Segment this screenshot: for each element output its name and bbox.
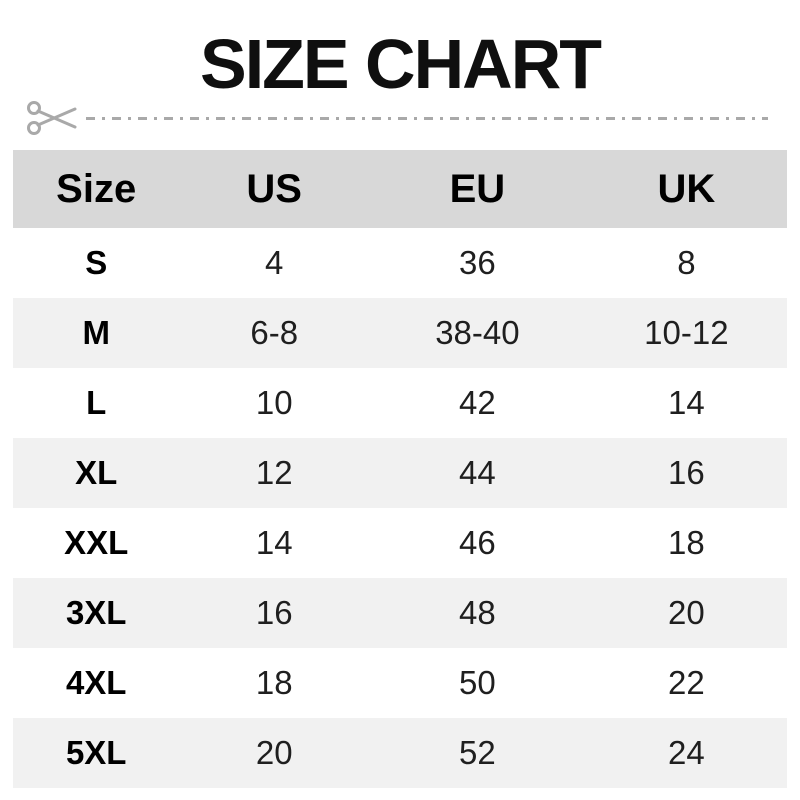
eu-cell: 42 [459,384,496,421]
size-chart-table: Size US EU UK S 4 36 8 M 6-8 38-40 10-12 L 10 42 14… [13,150,787,788]
eu-cell: 38-40 [435,314,520,351]
uk-cell: 24 [668,734,705,771]
size-cell: XL [75,454,118,491]
eu-cell: 46 [459,524,496,561]
uk-cell: 10-12 [644,314,729,351]
uk-cell: 22 [668,664,705,701]
table-row: 3XL 16 48 20 [13,578,787,648]
cut-line [0,100,800,136]
dashed-cut-line [86,116,768,120]
uk-cell: 14 [668,384,705,421]
size-cell: 5XL [65,734,127,771]
table-row: S 4 36 8 [13,228,787,298]
column-header-uk: UK [657,166,716,211]
table-body: S 4 36 8 M 6-8 38-40 10-12 L 10 42 14 XL 12 44 16 XXL 14 4… [13,228,787,788]
size-cell: 4XL [65,664,127,701]
table-row: XL 12 44 16 [13,438,787,508]
us-cell: 18 [255,664,293,701]
us-cell: 20 [255,734,293,771]
eu-cell: 44 [459,454,496,491]
size-cell: S [85,244,108,281]
size-cell: L [86,384,107,421]
us-cell: 6-8 [250,314,299,351]
uk-cell: 8 [677,244,696,281]
eu-cell: 52 [459,734,496,771]
column-header-us: US [246,166,302,211]
table-row: L 10 42 14 [13,368,787,438]
uk-cell: 20 [668,594,705,631]
table-row: M 6-8 38-40 10-12 [13,298,787,368]
us-cell: 16 [255,594,293,631]
eu-cell: 50 [459,664,496,701]
column-header-eu: EU [449,166,506,211]
table-row: 5XL 20 52 24 [13,718,787,788]
us-cell: 14 [255,524,293,561]
eu-cell: 48 [459,594,496,631]
table-header-row: Size US EU UK [13,150,787,228]
us-cell: 4 [265,244,284,281]
size-cell: M [82,314,110,351]
table-row: XXL 14 46 18 [13,508,787,578]
size-chart-page: SIZE CHART Size US EU UK S 4 36 8 M 6-8 38-40 1… [0,28,800,800]
size-cell: XXL [64,524,129,561]
scissors-icon [26,100,78,136]
size-cell: 3XL [65,594,127,631]
table-row: 4XL 18 50 22 [13,648,787,718]
column-header-size: Size [56,166,137,211]
us-cell: 12 [255,454,293,491]
uk-cell: 16 [668,454,705,491]
us-cell: 10 [255,384,293,421]
page-title: SIZE CHART [200,25,602,103]
eu-cell: 36 [459,244,496,281]
uk-cell: 18 [668,524,705,561]
